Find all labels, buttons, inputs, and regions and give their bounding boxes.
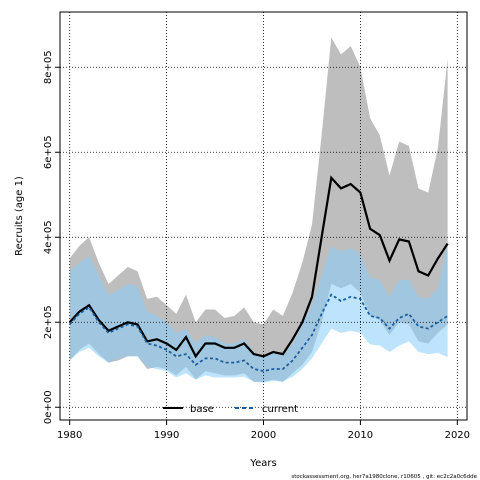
x-tick-label-3: 2010: [348, 430, 373, 441]
series-lines: [68, 175, 449, 373]
x-tick-label-2: 2000: [251, 430, 276, 441]
y-tick-label-3: 6e+05: [43, 135, 54, 169]
uncertainty-bands: [69, 37, 448, 383]
y-axis: 0e+00 2e+05 4e+05 6e+05 8e+05: [43, 50, 60, 424]
legend: base current: [163, 404, 298, 415]
y-tick-label-1: 2e+05: [43, 305, 54, 339]
x-tick-label-0: 1980: [57, 430, 82, 441]
grid-lines: [60, 12, 467, 420]
band-base: [69, 37, 448, 382]
x-tick-label-4: 2020: [445, 430, 470, 441]
x-axis-title: Years: [249, 458, 276, 469]
y-axis-title: Recruits (age 1): [14, 176, 25, 256]
y-tick-label-0: 0e+00: [43, 390, 54, 424]
footer-credit: stockassessment.org, her7a1980clone, r10…: [291, 474, 477, 480]
band-current: [69, 243, 448, 383]
legend-label-current: current: [262, 404, 298, 415]
y-tick-label-4: 8e+05: [43, 50, 54, 84]
x-tick-label-1: 1990: [154, 430, 179, 441]
legend-label-base: base: [190, 404, 214, 415]
line-current: [69, 293, 449, 373]
line-base: [68, 175, 449, 359]
y-tick-label-2: 4e+05: [43, 220, 54, 254]
x-axis: 1980 1990 2000 2010 2020: [57, 420, 470, 441]
